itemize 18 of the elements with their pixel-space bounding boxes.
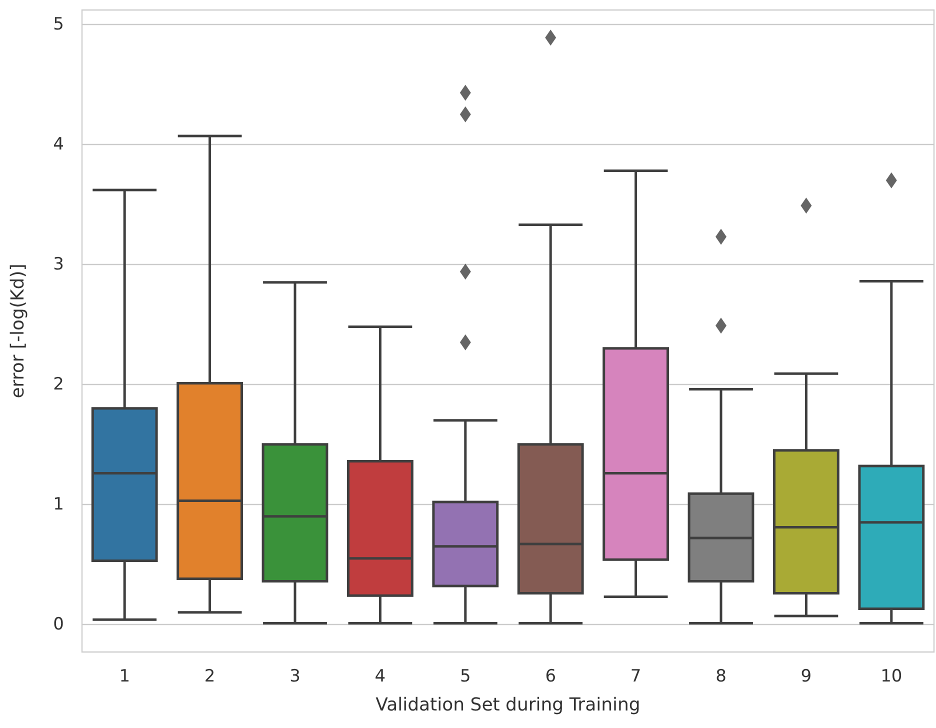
y-tick-label: 3 bbox=[53, 254, 64, 274]
x-tick-label: 2 bbox=[204, 666, 216, 686]
y-tick-label: 1 bbox=[53, 494, 64, 514]
x-tick-label: 1 bbox=[119, 666, 130, 686]
y-tick-label: 2 bbox=[53, 374, 64, 394]
y-tick-label: 5 bbox=[53, 14, 64, 34]
x-axis-title: Validation Set during Training bbox=[376, 694, 640, 716]
y-tick-label: 0 bbox=[53, 614, 64, 634]
x-tick-label: 3 bbox=[290, 666, 300, 686]
x-tick-label: 4 bbox=[374, 666, 386, 686]
x-tick-label: 6 bbox=[545, 666, 556, 686]
y-tick-label: 4 bbox=[53, 134, 64, 154]
x-tick-label: 9 bbox=[800, 666, 812, 686]
x-tick-label: 5 bbox=[460, 666, 471, 686]
x-tick-label: 8 bbox=[716, 666, 726, 686]
x-tick-label: 7 bbox=[630, 666, 642, 686]
x-tick-label: 10 bbox=[880, 666, 902, 686]
y-axis-title: error [-log(Kd)] bbox=[8, 264, 28, 398]
